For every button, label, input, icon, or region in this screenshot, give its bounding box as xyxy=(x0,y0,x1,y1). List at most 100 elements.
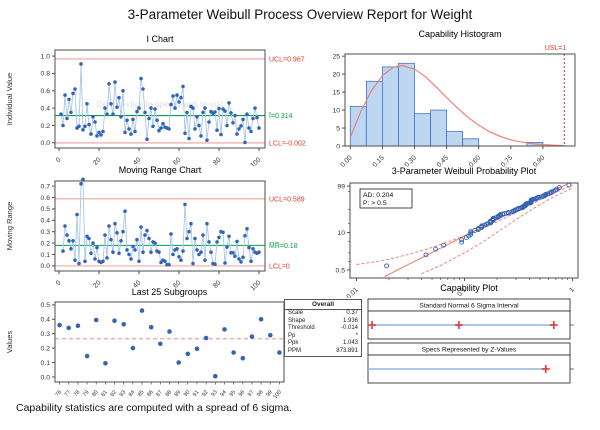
svg-text:0.5: 0.5 xyxy=(336,267,346,274)
svg-text:0.3: 0.3 xyxy=(41,229,51,236)
svg-text:0.7: 0.7 xyxy=(41,183,51,190)
svg-text:P: > 0.5: P: > 0.5 xyxy=(363,200,387,207)
svg-text:0: 0 xyxy=(55,279,63,287)
svg-text:78: 78 xyxy=(73,389,82,398)
svg-text:96: 96 xyxy=(238,389,247,398)
svg-text:92: 92 xyxy=(201,389,210,398)
svg-text:20: 20 xyxy=(332,71,340,78)
svg-text:Capability Histogram: Capability Histogram xyxy=(418,29,501,39)
svg-text:94: 94 xyxy=(219,389,228,398)
svg-text:40: 40 xyxy=(132,156,142,166)
moving-range-chart: Moving Range Chart UCL=0.589 M̅R̅=0.18 LCL=… xyxy=(0,162,320,299)
svg-text:UCL=0.589: UCL=0.589 xyxy=(269,196,305,203)
svg-text:76: 76 xyxy=(55,389,64,398)
svg-text:0.4: 0.4 xyxy=(41,105,51,112)
stats-row-scale: Scale 0.37 xyxy=(288,310,358,316)
svg-text:Capability Plot: Capability Plot xyxy=(440,284,498,293)
weibull-probability-plot: 3-Parameter Weibull Probability Plot 99 10… xyxy=(320,164,600,303)
svg-text:0.4: 0.4 xyxy=(41,218,51,225)
svg-text:99: 99 xyxy=(337,183,345,190)
svg-text:95: 95 xyxy=(229,389,238,398)
last-25-subgroups-chart: Last 25 Subgroups 0.0 0.1 0.2 0.3 0.4 0.5 76 77 7… xyxy=(0,284,312,415)
svg-text:82: 82 xyxy=(110,389,119,398)
svg-text:0.2: 0.2 xyxy=(41,240,51,247)
svg-text:Last 25 Subgroups: Last 25 Subgroups xyxy=(132,287,208,297)
capability-histogram: Capability Histogram USL=1 0 5 10 15 20 25 0.00 0… xyxy=(320,26,600,181)
svg-text:0.2: 0.2 xyxy=(41,123,51,130)
svg-text:77: 77 xyxy=(64,389,73,398)
svg-text:100: 100 xyxy=(272,389,283,400)
svg-text:0.1: 0.1 xyxy=(41,252,51,259)
svg-text:Moving Range Chart: Moving Range Chart xyxy=(119,165,202,175)
svg-text:1: 1 xyxy=(568,286,576,294)
svg-text:40: 40 xyxy=(132,279,142,289)
svg-text:60: 60 xyxy=(172,279,182,289)
svg-text:15: 15 xyxy=(332,89,340,96)
svg-text:Specs Represented by Z-Values: Specs Represented by Z-Values xyxy=(422,347,517,354)
svg-text:80: 80 xyxy=(212,156,222,166)
stats-row-ppm: PPM 873.891 xyxy=(288,347,358,354)
svg-text:M̅R̅=0.18: M̅R̅=0.18 xyxy=(269,242,298,250)
svg-text:90: 90 xyxy=(183,389,192,398)
svg-text:AD: 0.204: AD: 0.204 xyxy=(363,192,393,199)
svg-text:83: 83 xyxy=(119,389,128,398)
svg-text:Individual Value: Individual Value xyxy=(5,73,14,125)
svg-text:10: 10 xyxy=(332,107,340,114)
svg-text:89: 89 xyxy=(174,389,183,398)
svg-text:Standard Normal 6 Sigma Interv: Standard Normal 6 Sigma Interval xyxy=(419,303,519,310)
svg-text:85: 85 xyxy=(137,389,146,398)
i-chart: I Chart Double-click to open graph to edi… xyxy=(0,30,320,171)
stats-row-ppk: Ppk 1.043 xyxy=(288,340,358,347)
svg-text:Ī=0.314: Ī=0.314 xyxy=(269,112,293,120)
svg-text:97: 97 xyxy=(247,389,256,398)
footer-note: Capability statistics are computed with … xyxy=(16,402,293,414)
svg-text:10: 10 xyxy=(337,230,345,237)
svg-text:80: 80 xyxy=(212,279,222,289)
svg-text:5: 5 xyxy=(336,125,340,132)
svg-text:0.01: 0.01 xyxy=(346,286,360,298)
svg-text:LCL=0: LCL=0 xyxy=(269,263,290,270)
svg-text:86: 86 xyxy=(146,389,155,398)
svg-text:98: 98 xyxy=(256,389,265,398)
svg-text:I Chart: I Chart xyxy=(146,34,174,44)
capability-plot: Capability Plot Standard Normal 6 Sigma I… xyxy=(360,283,600,405)
svg-text:0.1: 0.1 xyxy=(456,286,468,298)
svg-text:88: 88 xyxy=(164,389,173,398)
svg-text:80: 80 xyxy=(91,389,100,398)
svg-text:25: 25 xyxy=(332,53,340,60)
svg-text:0.0: 0.0 xyxy=(41,374,51,381)
svg-text:0.0: 0.0 xyxy=(41,140,51,147)
svg-text:0.2: 0.2 xyxy=(41,345,51,352)
stats-row-shape: Shape 1.936 xyxy=(288,317,358,324)
svg-text:93: 93 xyxy=(210,389,219,398)
svg-text:0.3: 0.3 xyxy=(41,331,51,338)
svg-text:0.6: 0.6 xyxy=(41,195,51,202)
svg-text:Values: Values xyxy=(5,331,14,354)
svg-text:60: 60 xyxy=(172,156,182,166)
svg-text:0: 0 xyxy=(55,156,63,164)
svg-text:0.5: 0.5 xyxy=(41,206,51,213)
svg-text:84: 84 xyxy=(128,389,137,398)
svg-text:3-Parameter Weibull Probabilit: 3-Parameter Weibull Probability Plot xyxy=(392,166,537,176)
stats-row-pp: Pp * xyxy=(288,332,358,339)
svg-text:0.8: 0.8 xyxy=(41,71,51,78)
svg-text:0.1: 0.1 xyxy=(41,360,51,367)
svg-text:20: 20 xyxy=(92,156,102,166)
report-title: 3-Parameter Weibull Process Overview Rep… xyxy=(127,7,473,22)
svg-text:91: 91 xyxy=(192,389,201,398)
svg-text:79: 79 xyxy=(82,389,91,398)
svg-text:UCL=0.967: UCL=0.967 xyxy=(269,56,305,63)
svg-text:20: 20 xyxy=(92,279,102,289)
svg-text:Moving Range: Moving Range xyxy=(5,202,14,250)
svg-text:0.5: 0.5 xyxy=(41,302,51,309)
svg-text:0: 0 xyxy=(336,143,340,150)
svg-text:USL=1: USL=1 xyxy=(545,45,567,52)
svg-text:1.0: 1.0 xyxy=(41,53,51,60)
svg-text:87: 87 xyxy=(155,389,164,398)
svg-text:Double-click to open graph to: Double-click to open graph to edit xyxy=(97,99,224,109)
stats-row-threshold: Threshold -0.014 xyxy=(288,325,358,332)
svg-text:LCL=-0.002: LCL=-0.002 xyxy=(269,140,306,147)
svg-text:81: 81 xyxy=(100,389,109,398)
svg-text:0.6: 0.6 xyxy=(41,88,51,95)
stats-table-header: Overall xyxy=(285,300,361,310)
